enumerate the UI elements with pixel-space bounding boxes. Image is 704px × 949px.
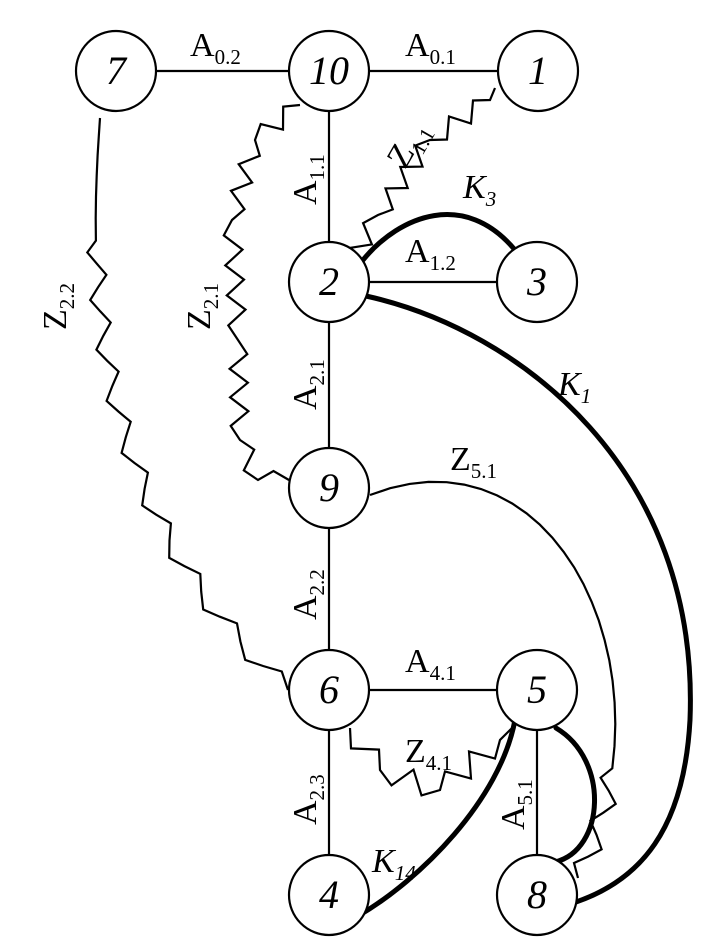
- node-label-n6: 6: [319, 667, 339, 712]
- edge-label-A12: A1.2: [405, 233, 456, 275]
- edge-label-Z22: Z2.2: [37, 283, 79, 330]
- node-circle-n2: [287, 240, 371, 324]
- node-circle-n10: [287, 29, 371, 113]
- edge-label-Z11: Z1.1: [380, 115, 440, 177]
- edge-K3: [360, 212, 518, 263]
- edge-label-A51: A5.1: [495, 779, 537, 830]
- node-label-n7: 7: [106, 48, 128, 93]
- edge-label-A11: A1.1: [287, 154, 329, 205]
- node-label-n8: 8: [527, 872, 547, 917]
- edge-K14: [355, 717, 518, 919]
- edge-label-A23: A2.3: [287, 774, 329, 825]
- edge-label-K14: K14: [371, 843, 416, 885]
- edge-Z21: [222, 103, 301, 482]
- edge-label-K1: K1: [557, 366, 591, 408]
- edge-Z11: [347, 87, 497, 266]
- edge-K5: [552, 725, 597, 865]
- node-circle-n4: [287, 853, 371, 937]
- node-circle-n6: [287, 648, 371, 732]
- edge-K1: [363, 293, 693, 905]
- edge-label-Z21: Z2.1: [181, 283, 223, 330]
- node-label-n4: 4: [319, 872, 339, 917]
- node-label-n2: 2: [319, 259, 339, 304]
- edge-Z22: [85, 117, 290, 691]
- edge-label-A02: A0.2: [190, 27, 241, 69]
- node-circle-n5: [495, 648, 579, 732]
- node-label-n9: 9: [319, 465, 339, 510]
- edge-label-A01: A0.1: [405, 27, 456, 69]
- node-label-n1: 1: [528, 48, 548, 93]
- node-circle-n8: [495, 853, 579, 937]
- node-label-n5: 5: [527, 667, 547, 712]
- node-label-n3: 3: [526, 259, 547, 304]
- edge-label-A41: A4.1: [405, 643, 456, 685]
- node-circle-n3: [495, 240, 579, 324]
- node-circle-n1: [496, 29, 580, 113]
- node-circle-n7: [74, 29, 158, 113]
- node-label-n10: 10: [309, 48, 349, 93]
- edge-label-Z41: Z4.1: [405, 733, 452, 775]
- edge-label-A22: A2.2: [287, 569, 329, 620]
- edge-Z41: [348, 727, 513, 797]
- edge-label-Z51: Z5.1: [450, 441, 497, 483]
- edge-label-A21: A2.1: [287, 359, 329, 410]
- edge-label-K3: K3: [462, 169, 496, 211]
- edge-Z51: [369, 480, 618, 879]
- node-circle-n9: [287, 446, 371, 530]
